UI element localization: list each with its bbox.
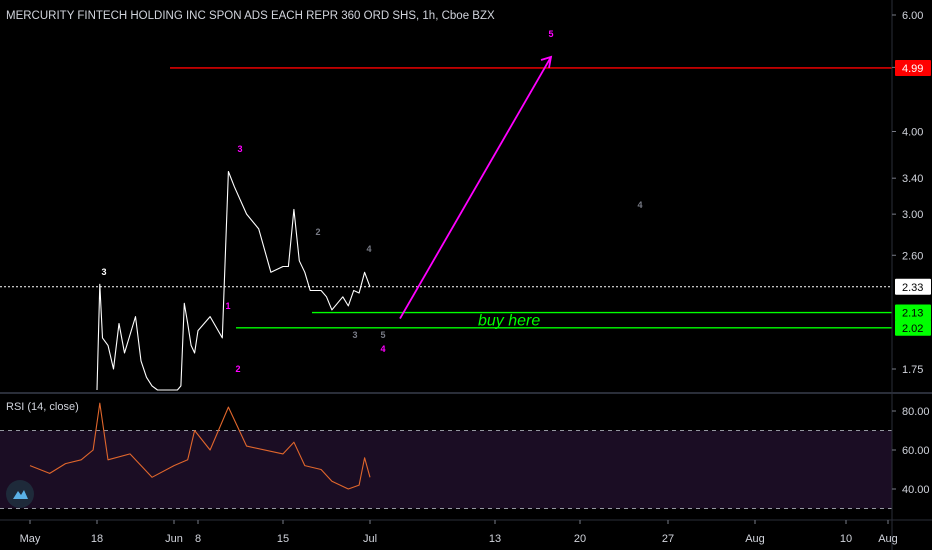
wave-label: 5 <box>380 330 385 340</box>
support-lower-price-label: 2.02 <box>902 323 923 335</box>
rsi-band <box>0 430 892 509</box>
support-upper-price-label: 2.13 <box>902 308 923 320</box>
price-line <box>96 170 371 391</box>
price-tick-label: 6.00 <box>902 10 923 22</box>
resistance-price-label: 4.99 <box>902 63 923 75</box>
time-tick-label: 27 <box>662 533 674 545</box>
time-tick-label: Jul <box>363 533 377 545</box>
wave-label: 4 <box>366 244 371 254</box>
rsi-tick-label: 80.00 <box>902 406 930 418</box>
last-price-label-box <box>895 278 931 295</box>
time-tick-label: Jun <box>165 533 183 545</box>
rsi-tick-label: 40.00 <box>902 484 930 496</box>
tradingview-cloud-icon[interactable] <box>6 480 34 508</box>
projection-arrowhead <box>540 55 553 69</box>
wave-label: 2 <box>315 227 320 237</box>
rsi-title: RSI (14, close) <box>6 401 79 413</box>
rsi-tick-label: 60.00 <box>902 445 930 457</box>
price-tick-label: 4.00 <box>902 126 923 138</box>
time-tick-label: 18 <box>91 533 103 545</box>
rsi-line <box>29 402 371 490</box>
level-lines <box>0 67 892 329</box>
last-price-label: 2.33 <box>902 282 923 294</box>
wave-label: 3 <box>352 330 357 340</box>
projection-arrow <box>399 56 552 319</box>
rsi-series <box>29 402 371 490</box>
wave-label: 4 <box>380 344 385 354</box>
price-series <box>96 170 371 391</box>
wave-label: 1 <box>225 301 230 311</box>
annotations: buy here 3 3 1 2 2 4 3 5 4 5 4 <box>101 29 642 374</box>
time-tick-label: 10 <box>840 533 852 545</box>
time-tick-label: 8 <box>195 533 201 545</box>
time-tick-label: May <box>20 533 41 545</box>
price-tick-label: 2.60 <box>902 250 923 262</box>
wave-label: 4 <box>637 200 642 210</box>
time-tick-label: 13 <box>489 533 501 545</box>
wave-label: 3 <box>237 144 242 154</box>
wave-label: 5 <box>548 29 553 39</box>
wave-label: 3 <box>101 267 106 277</box>
time-tick-label: 20 <box>574 533 586 545</box>
price-tick-label: 3.00 <box>902 209 923 221</box>
time-tick-label: Aug <box>745 533 765 545</box>
price-tick-label: 3.40 <box>902 173 923 185</box>
resistance-price-label-box <box>895 59 931 76</box>
support-lower-price-label-box <box>895 319 931 336</box>
support-upper-price-label-box <box>895 304 931 321</box>
time-tick-label: 15 <box>277 533 289 545</box>
price-tick-label: 1.75 <box>902 364 923 376</box>
buy-here-label: buy here <box>478 313 540 330</box>
rsi-band-fill <box>0 430 892 509</box>
wave-label: 2 <box>235 364 240 374</box>
time-tick-label: Aug <box>878 533 898 545</box>
chart-title: MERCURITY FINTECH HOLDING INC SPON ADS E… <box>6 10 495 22</box>
